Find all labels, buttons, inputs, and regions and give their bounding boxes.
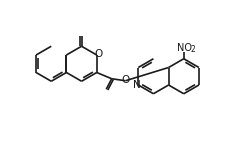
Text: O: O [122,75,130,85]
Text: N: N [133,80,141,90]
Text: O: O [94,49,103,59]
Text: NO: NO [178,43,192,52]
Text: 2: 2 [191,45,196,54]
